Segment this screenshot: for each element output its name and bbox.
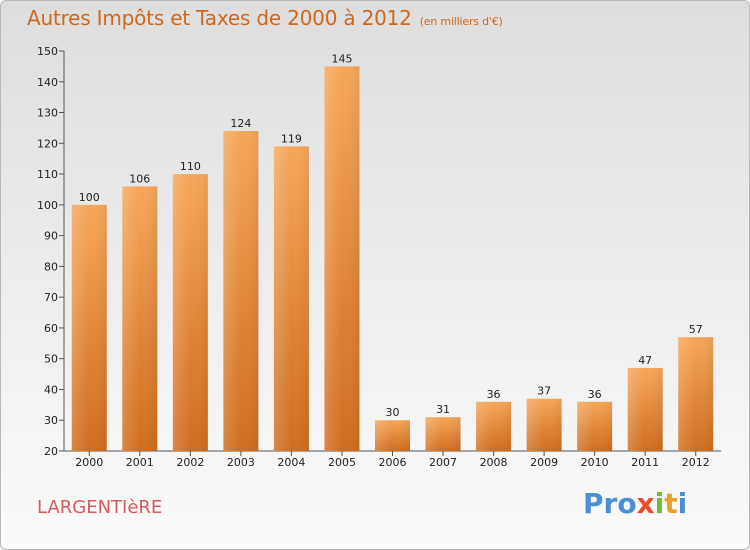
bar-value-label: 145 xyxy=(331,52,352,65)
bars xyxy=(71,66,714,452)
y-tick-label: 20 xyxy=(44,445,58,458)
bar-shading xyxy=(122,186,158,451)
bar-shading xyxy=(375,420,410,451)
x-tick-label: 2008 xyxy=(480,456,508,469)
x-tick-label: 2000 xyxy=(75,456,103,469)
y-tick-label: 130 xyxy=(37,107,58,120)
chart-title-text: Autres Impôts et Taxes de 2000 à 2012 xyxy=(27,6,412,30)
y-tick-label: 30 xyxy=(44,414,58,427)
chart-subtitle: (en milliers d'€) xyxy=(419,15,503,28)
logo-part-i2: i xyxy=(677,487,688,520)
y-tick-label: 90 xyxy=(44,230,58,243)
bar-shading xyxy=(273,146,309,451)
x-tick-label: 2001 xyxy=(126,456,154,469)
y-tick-label: 140 xyxy=(37,76,58,89)
bar-value-label: 30 xyxy=(386,406,400,419)
x-tick-label: 2005 xyxy=(328,456,356,469)
bar-value-label: 110 xyxy=(180,160,201,173)
bar-shading xyxy=(526,398,562,451)
y-tick-label: 110 xyxy=(37,168,58,181)
chart-title: Autres Impôts et Taxes de 2000 à 2012 (en… xyxy=(27,6,503,30)
y-tick-label: 60 xyxy=(44,322,58,335)
bar-shading xyxy=(71,204,107,451)
x-tick-label: 2011 xyxy=(631,456,659,469)
bar-shading xyxy=(324,66,360,451)
bar-value-label: 57 xyxy=(689,323,703,336)
y-tick-label: 80 xyxy=(44,260,58,273)
bar-value-label: 119 xyxy=(281,132,302,145)
axes: 20 30 40 50 60 70 80 90 100 110 120 130 140 150 2000 20… xyxy=(37,45,721,469)
y-tick-label: 40 xyxy=(44,383,58,396)
x-tick-label: 2007 xyxy=(429,456,457,469)
y-tick-label: 70 xyxy=(44,291,58,304)
logo-part-x: x xyxy=(636,487,655,520)
logo-part-pro: Pro xyxy=(583,487,637,520)
y-tick-label: 150 xyxy=(37,45,58,58)
x-tick-label: 2012 xyxy=(682,456,710,469)
bar-shading xyxy=(425,417,461,451)
y-tick-label: 120 xyxy=(37,137,58,150)
commune-name: LARGENTIèRE xyxy=(37,497,163,518)
x-tick-label: 2009 xyxy=(530,456,558,469)
bar-value-label: 36 xyxy=(588,388,602,401)
bar-value-label: 100 xyxy=(79,191,100,204)
bar-value-label: 106 xyxy=(129,172,150,185)
bar-shading xyxy=(678,337,714,451)
y-tick-label: 50 xyxy=(44,353,58,366)
x-tick-label: 2002 xyxy=(176,456,204,469)
proxiti-logo: Proxiti xyxy=(583,487,687,520)
bar-value-label: 31 xyxy=(436,403,450,416)
bar-shading xyxy=(476,401,512,451)
bar-value-label: 47 xyxy=(638,354,652,367)
x-tick-label: 2004 xyxy=(277,456,305,469)
bar-value-label: 36 xyxy=(487,388,501,401)
data-labels: 100 106 110 124 119 145 30 31 36 37 36 47 57 xyxy=(79,52,703,419)
bar-value-label: 124 xyxy=(230,117,251,130)
bar-value-label: 37 xyxy=(537,385,551,398)
x-tick-label: 2003 xyxy=(227,456,255,469)
bar-shading xyxy=(223,131,259,451)
bar-shading xyxy=(577,401,613,451)
x-tick-label: 2006 xyxy=(379,456,407,469)
logo-part-t: t xyxy=(664,487,678,520)
x-tick-label: 2010 xyxy=(581,456,609,469)
bar-shading xyxy=(627,367,663,451)
bar-shading xyxy=(172,174,208,452)
logo-part-i1: i xyxy=(654,487,665,520)
y-tick-label: 100 xyxy=(37,199,58,212)
